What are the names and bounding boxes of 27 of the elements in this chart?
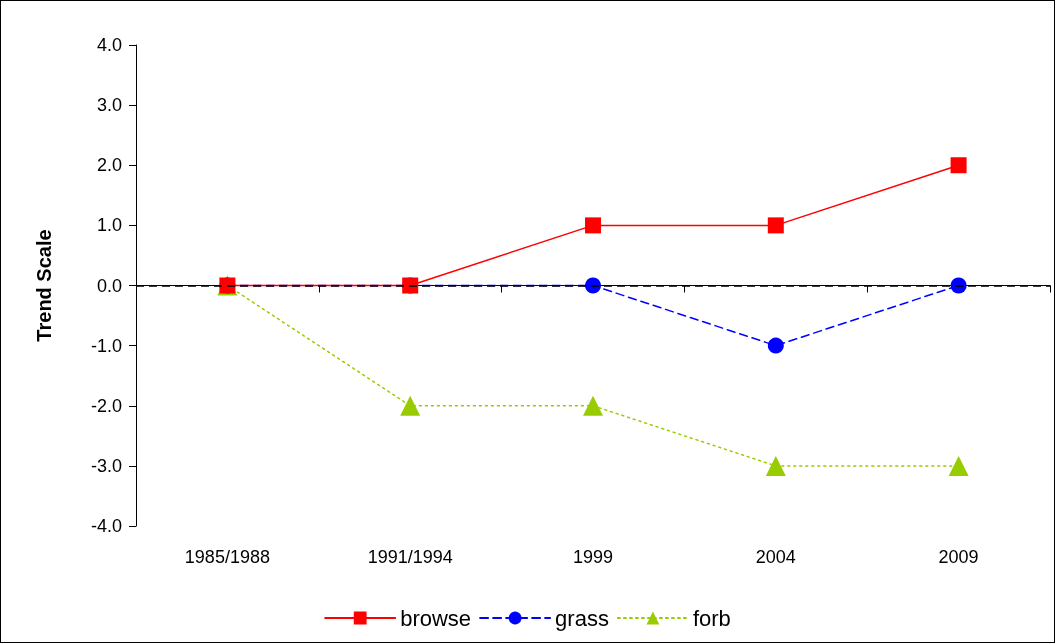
legend-label: grass xyxy=(555,605,609,631)
point xyxy=(948,455,969,476)
point xyxy=(767,337,784,354)
y-tick-label: 1.0 xyxy=(96,215,122,236)
legend-label: browse xyxy=(400,605,472,631)
y-tick-label: -1.0 xyxy=(90,335,122,356)
x-tick-label: 2004 xyxy=(755,547,796,567)
y-tick-label: 3.0 xyxy=(96,95,122,116)
x-tick-label: 1999 xyxy=(572,547,614,567)
legend-label: forb xyxy=(692,605,731,631)
point xyxy=(585,217,601,234)
point xyxy=(765,455,786,476)
y-axis-title: Trend Scale xyxy=(33,229,55,342)
x-tick-label: 1991/1994 xyxy=(367,547,453,567)
x-tick-label: 2009 xyxy=(938,547,979,567)
y-tick-label: -3.0 xyxy=(90,455,122,476)
y-tick-label: 2.0 xyxy=(96,155,122,176)
point xyxy=(583,395,603,416)
y-tick-label: -2.0 xyxy=(90,395,122,416)
point xyxy=(950,157,967,174)
y-tick-label: 4.0 xyxy=(96,35,122,55)
x-tick-label: 1985/1988 xyxy=(184,547,270,567)
y-tick-label: 0.0 xyxy=(96,275,122,296)
y-tick-label: -4.0 xyxy=(90,516,122,536)
point xyxy=(400,395,421,416)
point xyxy=(950,277,967,294)
point xyxy=(767,217,784,234)
